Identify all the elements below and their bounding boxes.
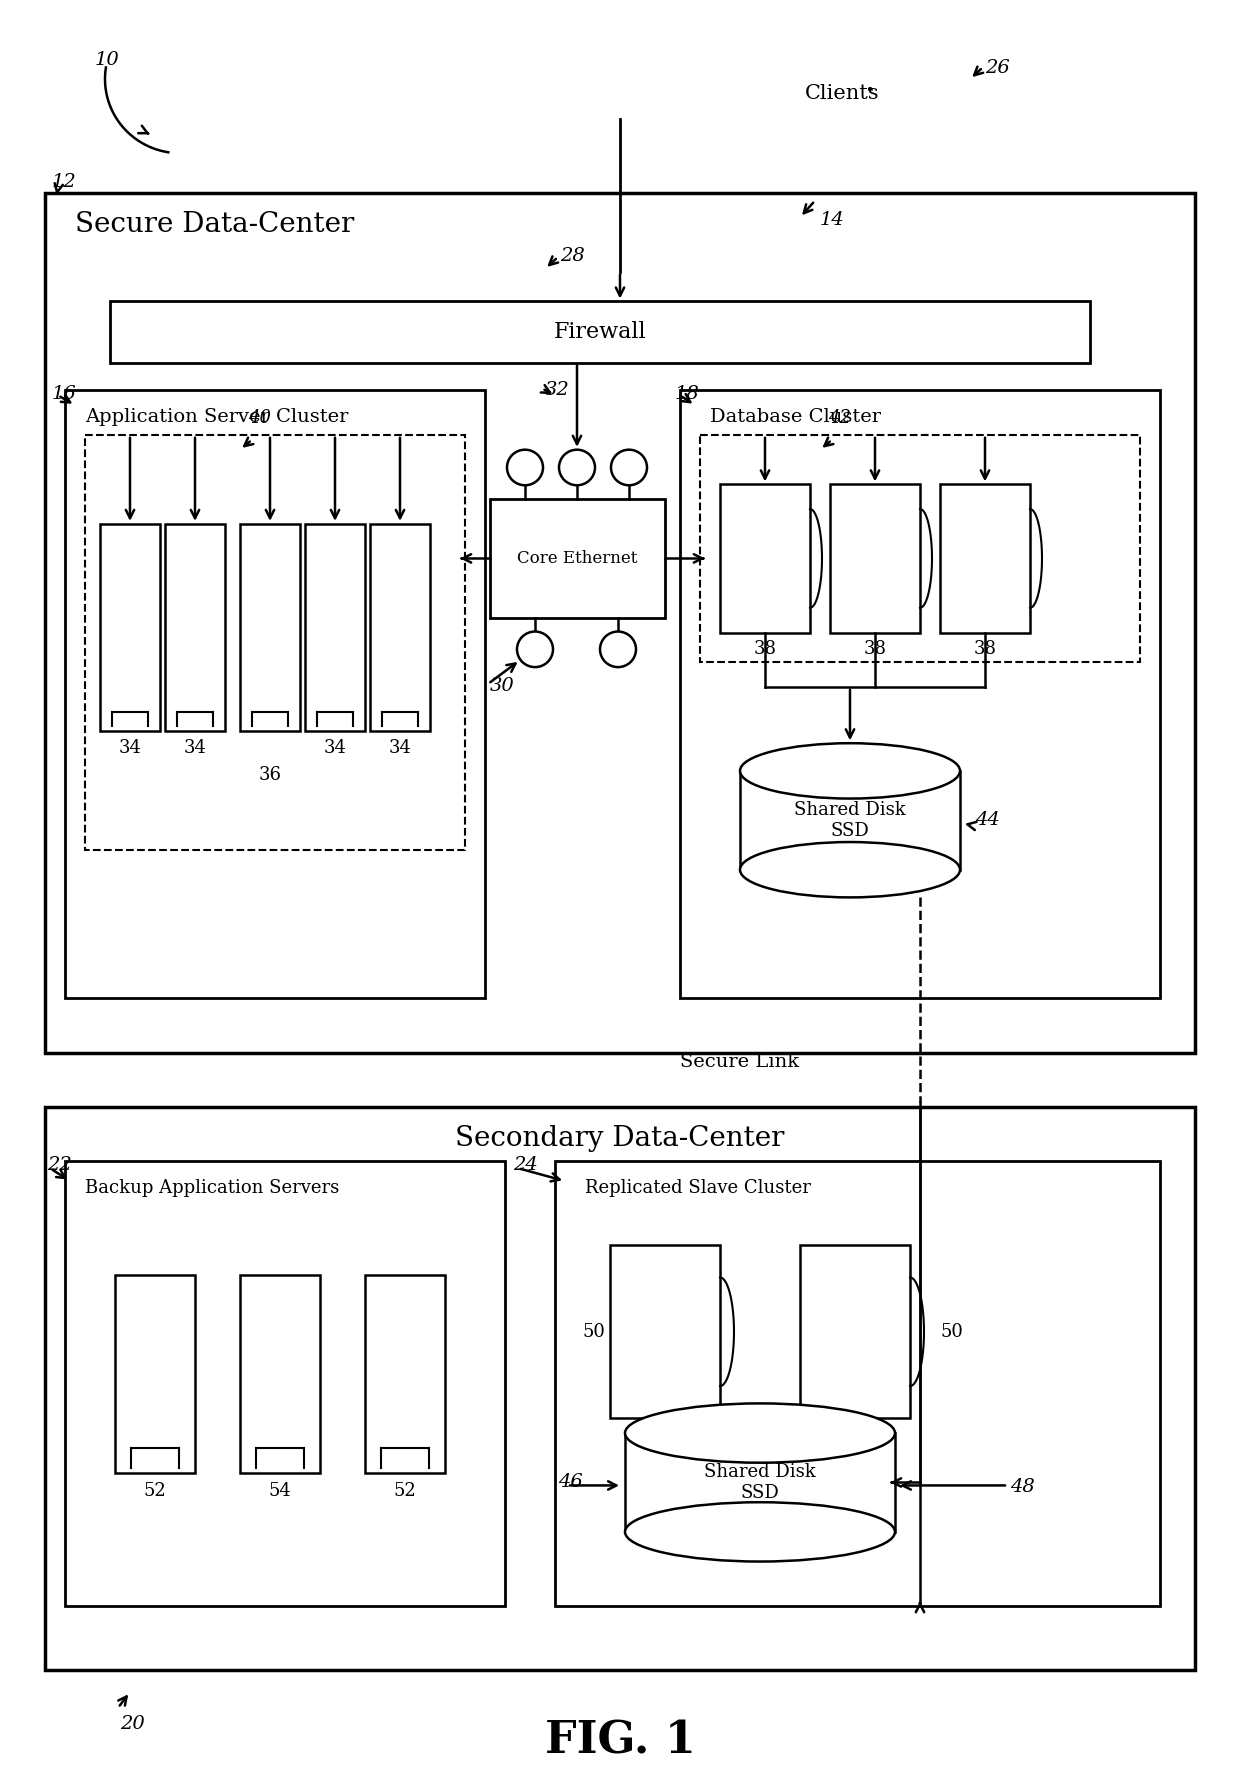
Bar [241, 524, 300, 731]
Bar [720, 485, 810, 633]
Bar [740, 771, 960, 870]
Circle shape [600, 632, 636, 667]
Text: 36: 36 [258, 766, 281, 784]
Text: 50: 50 [940, 1323, 963, 1341]
Text: 34: 34 [324, 739, 346, 757]
Text: 20: 20 [120, 1714, 145, 1732]
Circle shape [507, 449, 543, 485]
Bar [556, 1160, 1159, 1606]
Text: FIG. 1: FIG. 1 [544, 1719, 696, 1762]
Text: 14: 14 [820, 211, 844, 228]
Text: Backup Application Servers: Backup Application Servers [86, 1180, 340, 1198]
Text: 42: 42 [828, 409, 852, 426]
Text: 16: 16 [52, 386, 77, 403]
Bar [115, 1275, 195, 1472]
Text: 46: 46 [558, 1474, 583, 1491]
Text: 12: 12 [52, 173, 77, 191]
Text: 28: 28 [560, 248, 585, 265]
Ellipse shape [625, 1502, 895, 1562]
Text: Shared Disk
SSD: Shared Disk SSD [704, 1463, 816, 1502]
Bar [625, 1433, 895, 1532]
Bar [45, 1107, 1195, 1670]
Text: Database Cluster: Database Cluster [711, 409, 880, 426]
Bar [45, 193, 1195, 1053]
Bar [241, 1275, 320, 1472]
Bar [370, 524, 430, 731]
Text: Core Ethernet: Core Ethernet [517, 550, 637, 566]
Text: 54: 54 [269, 1482, 291, 1500]
Text: 34: 34 [184, 739, 206, 757]
Text: 40: 40 [248, 409, 272, 426]
Bar [680, 391, 1159, 998]
Text: 48: 48 [1011, 1479, 1034, 1497]
Text: 38: 38 [754, 640, 776, 658]
Text: Replicated Slave Cluster: Replicated Slave Cluster [585, 1180, 811, 1198]
Text: 26: 26 [985, 60, 1009, 78]
Circle shape [611, 449, 647, 485]
Text: Application Server Cluster: Application Server Cluster [86, 409, 348, 426]
Bar [305, 524, 365, 731]
Ellipse shape [740, 743, 960, 798]
Text: Shared Disk
SSD: Shared Disk SSD [794, 801, 906, 840]
Text: 32: 32 [546, 380, 569, 398]
Text: 44: 44 [975, 812, 999, 830]
Text: 34: 34 [119, 739, 141, 757]
Ellipse shape [625, 1403, 895, 1463]
Circle shape [517, 632, 553, 667]
Bar [100, 524, 160, 731]
Text: Firewall: Firewall [554, 322, 646, 343]
Text: 10: 10 [95, 51, 120, 69]
Text: 22: 22 [47, 1157, 72, 1175]
Bar [110, 301, 1090, 363]
Text: Secondary Data-Center: Secondary Data-Center [455, 1125, 785, 1152]
Text: 34: 34 [388, 739, 412, 757]
Circle shape [559, 449, 595, 485]
Text: Secure Link: Secure Link [680, 1053, 799, 1072]
Text: 24: 24 [513, 1157, 538, 1175]
Text: 38: 38 [973, 640, 997, 658]
Bar [365, 1275, 445, 1472]
Text: 18: 18 [675, 386, 699, 403]
Bar [940, 485, 1030, 633]
Text: 30: 30 [490, 678, 515, 695]
Bar [830, 485, 920, 633]
Text: 38: 38 [863, 640, 887, 658]
Text: 52: 52 [393, 1482, 417, 1500]
Ellipse shape [740, 842, 960, 897]
Bar [64, 391, 485, 998]
Bar [800, 1245, 910, 1419]
Text: Secure Data-Center: Secure Data-Center [74, 211, 355, 237]
Bar [86, 435, 465, 849]
Bar [701, 435, 1140, 662]
Text: 50: 50 [582, 1323, 605, 1341]
Text: 52: 52 [144, 1482, 166, 1500]
Text: Clients: Clients [805, 85, 879, 103]
Bar [64, 1160, 505, 1606]
Bar [165, 524, 224, 731]
Bar [490, 499, 665, 617]
Bar [610, 1245, 720, 1419]
